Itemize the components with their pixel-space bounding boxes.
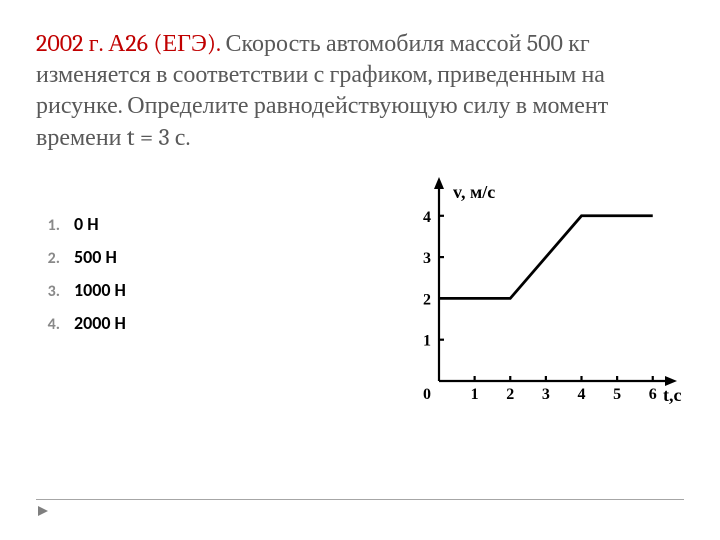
svg-text:6: 6 <box>649 386 657 403</box>
footer-divider <box>36 499 684 500</box>
svg-text:3: 3 <box>542 386 550 403</box>
question-lead: 2002 г. А26 (ЕГЭ). <box>36 29 220 57</box>
svg-text:3: 3 <box>423 250 431 267</box>
svg-text:1: 1 <box>423 332 431 349</box>
velocity-time-chart: 1 2 3 4 5 6 1 2 3 4 0 v, м/с t,с <box>399 177 684 412</box>
option-number: 1. <box>42 216 60 235</box>
option-label: 1000 Н <box>74 279 126 301</box>
slide: 2002 г. А26 (ЕГЭ). Скорость автомобиля м… <box>0 0 720 540</box>
svg-text:2: 2 <box>506 386 514 403</box>
svg-text:v, м/с: v, м/с <box>453 182 495 202</box>
option-label: 0 Н <box>74 213 99 235</box>
option-number: 4. <box>42 315 60 334</box>
svg-text:2: 2 <box>423 291 431 308</box>
option-label: 2000 Н <box>74 312 126 334</box>
svg-text:4: 4 <box>423 209 431 226</box>
footer-arrow-icon <box>36 504 50 518</box>
answer-option: 1. 0 Н <box>42 213 126 235</box>
answer-option: 3. 1000 Н <box>42 279 126 301</box>
svg-text:0: 0 <box>423 386 431 403</box>
content-body: 1. 0 Н 2. 500 Н 3. 1000 Н 4. 2000 Н 1 2 3 4 5 6 1 2 3 4 0… <box>36 177 684 457</box>
answer-options-list: 1. 0 Н 2. 500 Н 3. 1000 Н 4. 2000 Н <box>42 213 126 345</box>
svg-text:4: 4 <box>578 386 586 403</box>
option-number: 2. <box>42 249 60 268</box>
answer-option: 2. 500 Н <box>42 246 126 268</box>
chart-svg: 1 2 3 4 5 6 1 2 3 4 0 v, м/с t,с <box>399 177 684 412</box>
option-number: 3. <box>42 282 60 301</box>
question-text: 2002 г. А26 (ЕГЭ). Скорость автомобиля м… <box>36 28 684 153</box>
svg-text:t,с: t,с <box>663 385 681 405</box>
answer-option: 4. 2000 Н <box>42 312 126 334</box>
svg-text:5: 5 <box>613 386 621 403</box>
option-label: 500 Н <box>74 246 117 268</box>
svg-text:1: 1 <box>471 386 479 403</box>
